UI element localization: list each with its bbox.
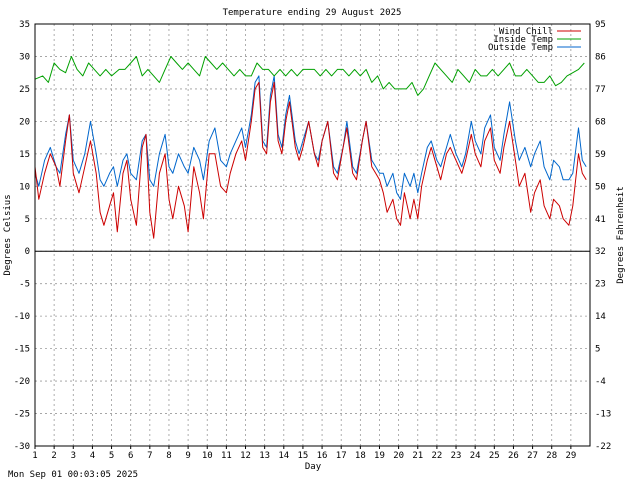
x-tick-label: 12 (240, 451, 251, 461)
y-tick-label-right: -22 (595, 442, 611, 452)
x-tick-label: 1 (32, 451, 37, 461)
y-tick-label-left: -20 (14, 377, 30, 387)
y-tick-label-left: -10 (14, 312, 30, 322)
x-axis-label: Day (305, 462, 322, 472)
y-axis-label-right: Degrees Fahrenheit (616, 186, 626, 284)
grid (34, 24, 590, 446)
y-tick-label-left: -15 (14, 345, 30, 355)
y-tick-label-right: 5 (595, 345, 600, 355)
legend: Wind Chill Inside Temp Outside Temp (488, 27, 581, 53)
x-tick-label: 26 (508, 451, 519, 461)
y-tick-label-right: 14 (595, 312, 606, 322)
series-line-wind-chill (34, 81, 587, 239)
x-tick-label: 24 (470, 451, 481, 461)
x-tick-label: 28 (546, 451, 557, 461)
x-tick-label: 3 (71, 451, 76, 461)
y-tick-label-left: 30 (19, 52, 30, 62)
y-tick-label-left: -25 (14, 410, 30, 420)
legend-label-inside-temp: Inside Temp (493, 35, 553, 45)
x-tick-label: 10 (202, 451, 213, 461)
x-tick-label: 5 (109, 451, 114, 461)
series-line-outside-temp (34, 75, 587, 200)
x-tick-label: 11 (221, 451, 232, 461)
series-line-inside-temp (34, 56, 585, 96)
timestamp-footer: Mon Sep 01 00:03:05 2025 (8, 470, 138, 480)
chart-title: Temperature ending 29 August 2025 (223, 8, 402, 18)
y-tick-label-right: 50 (595, 182, 606, 192)
x-tick-label: 29 (565, 451, 576, 461)
y-tick-label-right: 77 (595, 85, 606, 95)
y-tick-label-left: -5 (19, 280, 30, 290)
x-tick-label: 21 (412, 451, 423, 461)
legend-label-outside-temp: Outside Temp (488, 43, 553, 53)
y-tick-label-right: 95 (595, 20, 606, 30)
y-tick-label-left: 15 (19, 150, 30, 160)
y-tick-label-right: -13 (595, 410, 611, 420)
plot-frame (34, 23, 591, 447)
y-tick-label-right: 68 (595, 117, 606, 127)
y-tick-label-right: -4 (595, 377, 606, 387)
x-tick-label: 22 (431, 451, 442, 461)
y-tick-label-left: 10 (19, 182, 30, 192)
y-axis-label-left: Degrees Celsius (3, 194, 13, 275)
y-tick-label-left: 20 (19, 117, 30, 127)
tick-labels: 1 2 3 4 5 6 7 8 9 10 11 12 13 14 15 16 17 18 19 20 21 22 23 24 2… (14, 20, 612, 461)
x-tick-label: 6 (128, 451, 133, 461)
x-tick-label: 23 (451, 451, 462, 461)
x-tick-label: 25 (489, 451, 500, 461)
y-tick-label-right: 23 (595, 280, 606, 290)
x-tick-label: 16 (317, 451, 328, 461)
x-tick-label: 18 (355, 451, 366, 461)
x-tick-label: 7 (147, 451, 152, 461)
y-tick-label-left: 25 (19, 85, 30, 95)
x-tick-label: 20 (393, 451, 404, 461)
x-tick-label: 27 (527, 451, 538, 461)
y-tick-label-right: 86 (595, 52, 606, 62)
x-tick-label: 14 (278, 451, 289, 461)
series-lines (34, 56, 587, 239)
x-tick-label: 15 (298, 451, 309, 461)
y-tick-label-left: 35 (19, 20, 30, 30)
y-tick-label-left: 5 (25, 215, 30, 225)
x-tick-label: 8 (166, 451, 171, 461)
legend-label-wind-chill: Wind Chill (499, 27, 553, 37)
x-tick-label: 17 (336, 451, 347, 461)
x-tick-label: 13 (259, 451, 270, 461)
x-tick-label: 19 (374, 451, 385, 461)
x-tick-label: 9 (185, 451, 190, 461)
y-tick-label-right: 59 (595, 150, 606, 160)
x-tick-label: 4 (90, 451, 95, 461)
y-tick-label-right: 41 (595, 215, 606, 225)
y-tick-label-right: 32 (595, 247, 606, 257)
y-tick-label-left: 0 (25, 247, 30, 257)
x-tick-label: 2 (51, 451, 56, 461)
y-tick-label-left: -30 (14, 442, 30, 452)
